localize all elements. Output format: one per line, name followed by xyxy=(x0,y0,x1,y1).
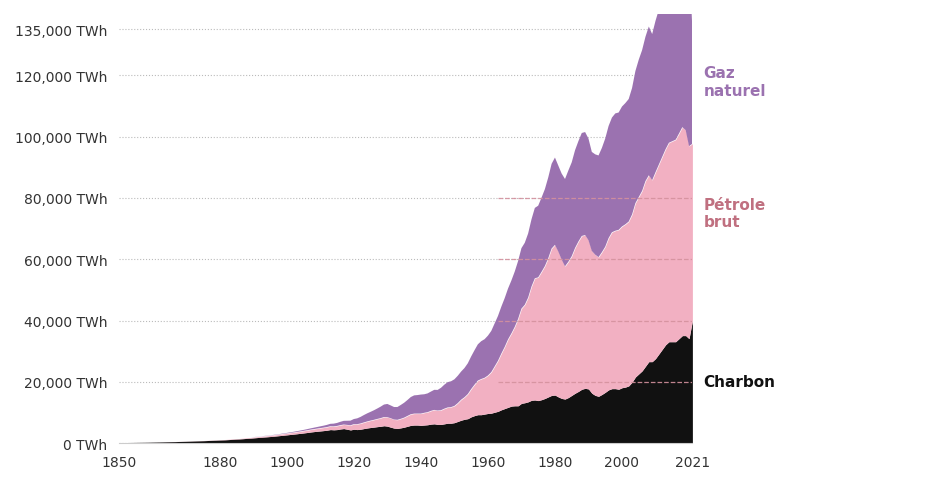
Text: Charbon: Charbon xyxy=(703,375,776,390)
Text: Gaz
naturel: Gaz naturel xyxy=(703,66,766,98)
Text: Pétrole
brut: Pétrole brut xyxy=(703,197,765,230)
